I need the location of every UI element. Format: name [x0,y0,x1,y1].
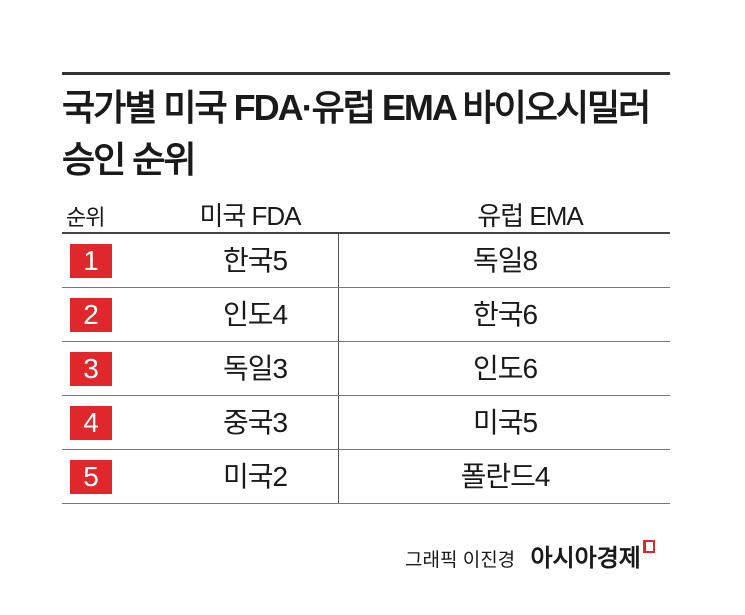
ema-cell: 폴란드4 [338,450,671,503]
footer: 그래픽 이진경 아시아경제 [405,538,655,573]
rank-badge: 4 [70,406,112,440]
header-rank: 순위 [66,205,105,230]
table-row: 5 미국2 폴란드4 [62,450,670,504]
header-ema: 유럽 EMA [477,201,583,231]
brand-logo: 아시아경제 [530,545,641,572]
rank-badge: 3 [70,352,112,386]
fda-cell: 미국2 [222,461,288,492]
rank-badge: 5 [70,460,112,494]
ema-cell: 한국6 [338,288,671,341]
fda-cell: 인도4 [222,299,288,330]
table-row: 4 중국3 미국5 [62,396,670,450]
table-row: 2 인도4 한국6 [62,288,670,342]
header-fda: 미국 FDA [199,201,301,231]
graphic-credit: 그래픽 이진경 [405,550,516,571]
chart-title: 국가별 미국 FDA·유럽 EMA 바이오시밀러 승인 순위 [62,82,682,186]
ema-cell: 인도6 [338,342,671,395]
brand-mark-icon [642,540,655,553]
table-row: 1 한국5 독일8 [62,234,670,288]
rank-badge: 1 [70,244,112,278]
title-line-1: 국가별 미국 FDA·유럽 EMA 바이오시밀러 [62,87,651,128]
fda-cell: 중국3 [222,407,288,438]
rank-badge: 2 [70,298,112,332]
ema-cell: 미국5 [338,396,671,449]
ema-cell: 독일8 [338,234,671,287]
title-line-2: 승인 순위 [62,139,196,180]
fda-cell: 한국5 [222,245,288,276]
table-row: 3 독일3 인도6 [62,342,670,396]
ranking-table: 1 한국5 독일8 2 인도4 한국6 3 독일3 인도6 4 중국3 미국5 5 미국… [62,232,670,504]
fda-cell: 독일3 [222,353,288,384]
top-rule [62,72,670,75]
